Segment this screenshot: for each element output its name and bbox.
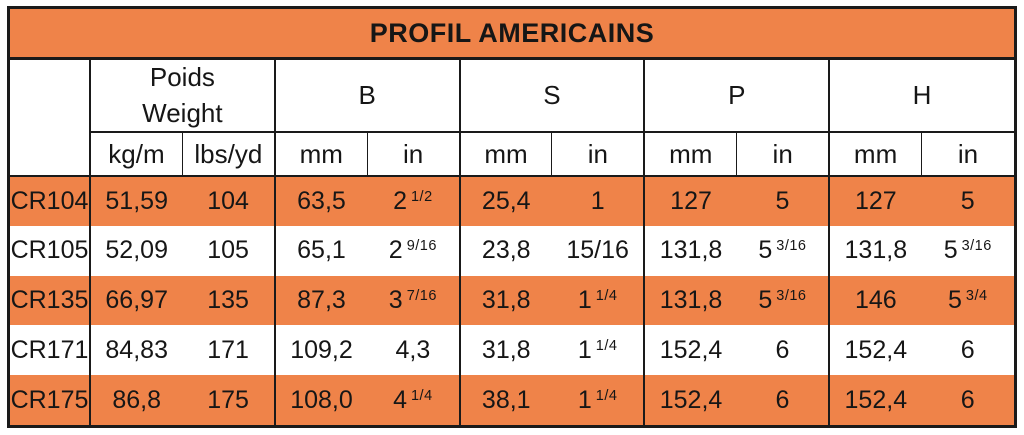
value-cell: 52,09 [105,236,168,265]
fraction-superscript: 9/16 [406,238,437,255]
table-body: CR104 51,59 104 63,5 2 1/2 25,4 1 127 5 127 5 CR105 5… [10,176,1014,425]
value-cell: 1 [590,186,605,215]
profile-label: CR171 [10,325,91,376]
fraction-superscript: 1/2 [410,188,433,205]
unit-p-in: in [736,132,830,177]
weight-label-fr: Poids [149,62,215,93]
corner-cell [10,60,91,177]
value-cell: 4 1/4 [393,385,433,414]
weight-label-en: Weight [142,97,223,128]
unit-b-in: in [366,132,460,177]
value-cell: 2 9/16 [388,236,437,265]
value-cell: 152,4 [643,325,737,376]
table-row: CR171 84,83 171 109,2 4,3 31,8 1 1/4 152,4 6 152,4… [10,325,1014,376]
profile-table: PROFIL AMERICAINS Poids Weight B S P H [7,6,1017,428]
value-cell: 171 [207,335,249,364]
value-cell: 5 3/16 [943,236,992,265]
profile-label: CR135 [10,275,91,326]
unit-lbsyd: lbs/yd [181,132,275,177]
value-cell: 1 1/4 [577,285,618,314]
profile-label: CR104 [10,176,91,226]
table-title: PROFIL AMERICAINS [10,9,1014,60]
value-cell: 1 1/4 [577,335,618,364]
table-row: CR135 66,97 135 87,3 3 7/16 31,8 1 1/4 131,8 5 3/16… [10,275,1014,326]
value-cell: 25,4 [458,176,552,226]
value-cell: 51,59 [105,186,168,215]
fraction-superscript: 1/4 [595,387,618,404]
value-cell: 6 [775,385,790,414]
fraction-superscript: 1/4 [595,337,618,354]
group-header-p: P [643,60,830,133]
value-cell: 31,8 [458,325,552,376]
value-cell: 84,83 [105,335,168,364]
value-cell: 6 [775,335,790,364]
value-cell: 5 3/16 [758,236,807,265]
value-cell: 87,3 [273,275,368,326]
value-cell: 66,97 [105,285,168,314]
unit-p-mm: mm [643,132,737,177]
value-cell: 152,4 [643,375,737,425]
value-cell: 5 3/16 [758,285,807,314]
value-cell: 38,1 [458,375,552,425]
value-cell: 146 [828,275,922,326]
value-cell: 152,4 [828,325,922,376]
unit-b-mm: mm [273,132,368,177]
profile-label: CR175 [10,375,91,425]
value-cell: 23,8 [458,225,552,276]
fraction-superscript: 3/16 [961,238,992,255]
fraction-superscript: 7/16 [406,288,437,305]
value-cell: 104 [207,186,249,215]
value-cell: 5 [960,186,975,215]
value-cell: 5 [775,186,790,215]
value-cell: 131,8 [828,225,922,276]
value-cell: 63,5 [273,176,368,226]
value-cell: 127 [643,176,737,226]
dimensions-table: Poids Weight B S P H kg/m lbs/yd mm in m… [10,60,1014,425]
fraction-superscript: 3/16 [776,288,807,305]
group-header-h: H [828,60,1014,133]
value-cell: 152,4 [828,375,922,425]
group-header-row: Poids Weight B S P H [10,60,1014,177]
value-cell: 15/16 [566,236,629,265]
value-cell: 6 [960,335,975,364]
value-cell: 86,8 [112,385,162,414]
value-cell: 65,1 [273,225,368,276]
table-row: CR104 51,59 104 63,5 2 1/2 25,4 1 127 5 127 5 [10,176,1014,226]
value-cell: 105 [207,236,249,265]
fraction-superscript: 1/4 [595,288,618,305]
table-row: CR175 86,8 175 108,0 4 1/4 38,1 1 1/4 152,4 6 152,4… [10,375,1014,425]
unit-kgm: kg/m [90,132,183,177]
value-cell: 108,0 [273,375,368,425]
value-cell: 127 [828,176,922,226]
value-cell: 4,3 [395,335,431,364]
value-cell: 31,8 [458,275,552,326]
value-cell: 2 1/2 [393,186,433,215]
value-cell: 131,8 [643,275,737,326]
value-cell: 131,8 [643,225,737,276]
unit-h-mm: mm [828,132,922,177]
group-header-b: B [273,60,460,133]
unit-s-in: in [551,132,645,177]
value-cell: 135 [207,285,249,314]
value-cell: 6 [960,385,975,414]
value-cell: 5 3/4 [947,285,988,314]
unit-h-in: in [921,132,1014,177]
group-header-s: S [458,60,645,133]
value-cell: 3 7/16 [388,285,437,314]
group-header-weight: Poids Weight [90,60,275,133]
value-cell: 175 [207,385,249,414]
table-row: CR105 52,09 105 65,1 2 9/16 23,8 15/16 131,8 5 3/1… [10,225,1014,276]
value-cell: 1 1/4 [577,385,618,414]
value-cell: 109,2 [273,325,368,376]
profile-label: CR105 [10,225,91,276]
unit-s-mm: mm [458,132,552,177]
fraction-superscript: 3/16 [776,238,807,255]
fraction-superscript: 1/4 [410,387,433,404]
fraction-superscript: 3/4 [965,288,988,305]
unit-header-row: kg/m lbs/yd mm in mm in mm in mm in [10,132,1014,177]
